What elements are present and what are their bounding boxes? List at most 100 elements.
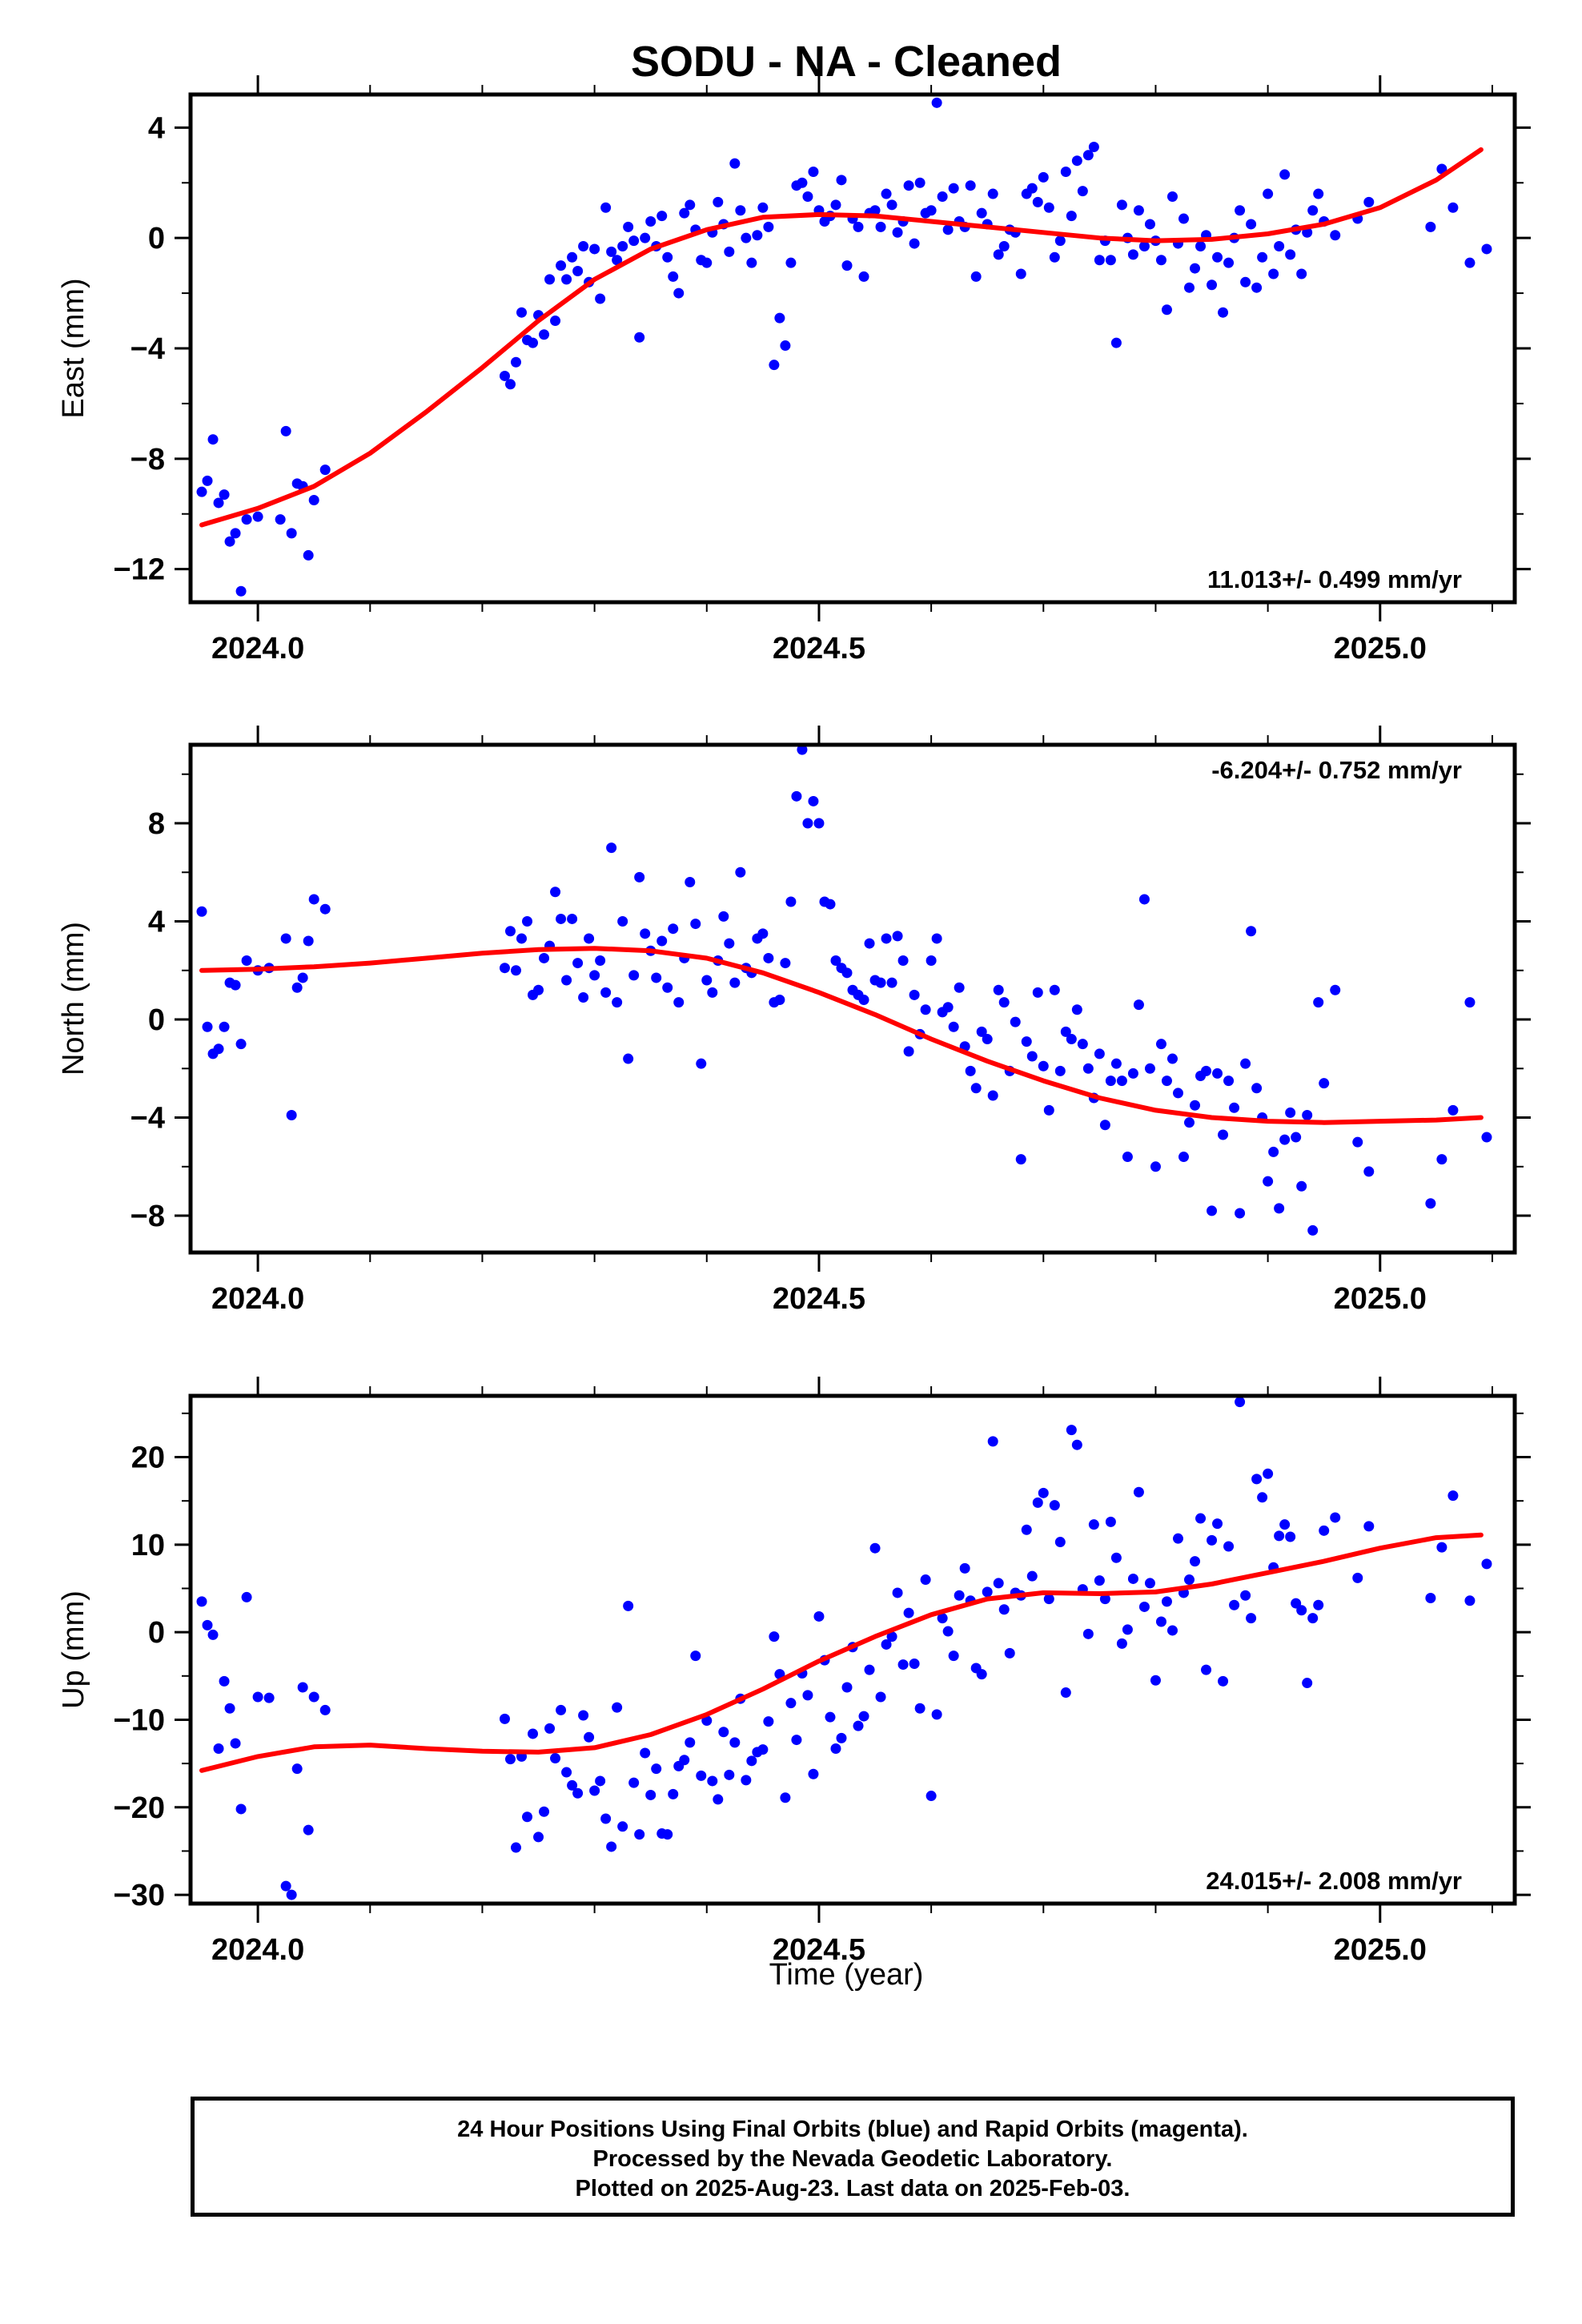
east-data-point — [1246, 219, 1257, 230]
up-data-point — [886, 1631, 897, 1642]
up-data-point — [903, 1607, 914, 1618]
up-data-point — [1330, 1512, 1341, 1523]
east-y-tick-label: 4 — [148, 111, 165, 145]
east-data-point — [1190, 263, 1201, 274]
north-data-point — [1240, 1058, 1251, 1069]
up-data-point — [1026, 1570, 1038, 1582]
up-data-point — [791, 1735, 802, 1746]
east-data-point — [196, 486, 207, 497]
east-data-point — [987, 188, 998, 199]
up-data-point — [1352, 1572, 1363, 1583]
east-data-point — [1425, 221, 1436, 232]
up-data-point — [213, 1743, 224, 1755]
north-data-point — [634, 871, 645, 883]
east-data-point — [785, 257, 797, 268]
north-data-point — [841, 967, 853, 979]
north-data-point — [954, 982, 965, 993]
north-data-point — [774, 995, 785, 1006]
north-data-point — [1172, 1088, 1183, 1099]
east-fit-curve — [199, 147, 1484, 528]
north-data-point — [1184, 1117, 1195, 1128]
north-data-point — [825, 899, 836, 910]
up-data-point — [1082, 1628, 1094, 1639]
up-data-point — [1436, 1542, 1447, 1553]
up-data-point — [230, 1738, 241, 1749]
up-data-point — [550, 1753, 561, 1764]
up-data-point — [263, 1692, 275, 1703]
up-data-point — [1207, 1534, 1218, 1546]
east-y-tick-label: −12 — [114, 553, 165, 587]
north-data-point — [1313, 997, 1324, 1008]
east-data-point — [1268, 268, 1279, 279]
up-data-point — [892, 1587, 903, 1598]
east-data-point — [735, 205, 746, 216]
up-data-point — [556, 1704, 567, 1715]
east-data-point — [875, 221, 886, 232]
east-data-point — [685, 199, 696, 211]
north-data-point — [1218, 1129, 1229, 1140]
up-data-point — [235, 1803, 247, 1815]
east-data-point — [1133, 205, 1144, 216]
east-data-point — [528, 337, 539, 348]
north-data-point — [1105, 1076, 1116, 1087]
north-data-point — [1066, 1034, 1077, 1045]
east-data-point — [1464, 257, 1476, 268]
east-data-point — [504, 379, 516, 390]
up-data-point — [1212, 1518, 1223, 1530]
north-data-point — [1043, 1104, 1054, 1116]
east-data-point — [567, 251, 578, 263]
up-data-point — [841, 1682, 853, 1693]
north-data-point — [948, 1021, 959, 1032]
up-x-tick-label: 2025.0 — [1334, 1933, 1427, 1967]
up-data-point — [685, 1737, 696, 1748]
up-data-point — [1184, 1574, 1195, 1586]
up-data-point — [869, 1542, 881, 1554]
east-data-point — [853, 221, 864, 232]
up-data-point — [1105, 1516, 1116, 1527]
east-data-point — [1088, 141, 1099, 152]
north-data-point — [600, 987, 612, 998]
east-data-point — [1184, 282, 1195, 293]
up-data-point — [942, 1626, 954, 1637]
up-rate-label: 24.015+/- 2.008 mm/yr — [1206, 1867, 1462, 1895]
up-data-point — [589, 1785, 600, 1796]
east-data-point — [1296, 268, 1307, 279]
north-data-point — [578, 991, 589, 1003]
east-data-point — [668, 271, 679, 282]
north-data-point — [1133, 999, 1144, 1011]
up-data-point — [881, 1638, 892, 1650]
up-data-point — [1032, 1497, 1043, 1508]
up-data-point — [976, 1669, 987, 1680]
north-data-point — [280, 933, 291, 944]
east-data-point — [1144, 219, 1155, 230]
north-data-point — [1436, 1154, 1447, 1165]
up-data-point — [937, 1613, 948, 1624]
up-data-point — [202, 1619, 213, 1630]
east-data-point — [763, 221, 774, 232]
east-data-point — [1363, 196, 1375, 207]
up-data-point — [1223, 1541, 1235, 1552]
footer-info-box: 24 Hour Positions Using Final Orbits (bl… — [191, 2097, 1515, 2217]
up-data-point — [1229, 1599, 1240, 1610]
east-data-point — [729, 158, 741, 169]
east-data-point — [617, 241, 628, 252]
up-x-tick-label: 2024.0 — [211, 1933, 304, 1967]
north-data-point — [735, 866, 746, 878]
up-data-point — [544, 1723, 556, 1734]
up-data-point — [741, 1775, 752, 1786]
east-x-tick-label: 2024.0 — [211, 632, 304, 665]
up-data-point — [1054, 1537, 1066, 1548]
north-data-point — [1021, 1036, 1032, 1047]
east-data-point — [1138, 241, 1150, 252]
east-data-point — [578, 241, 589, 252]
north-data-point — [589, 970, 600, 981]
east-data-point — [1161, 304, 1172, 316]
north-data-point — [673, 997, 685, 1008]
east-data-point — [1110, 337, 1122, 348]
north-data-point — [897, 955, 909, 967]
north-data-point — [662, 982, 673, 993]
east-data-point — [830, 199, 841, 211]
up-data-point — [1144, 1578, 1155, 1589]
north-data-point — [196, 906, 207, 917]
east-data-point — [746, 257, 757, 268]
